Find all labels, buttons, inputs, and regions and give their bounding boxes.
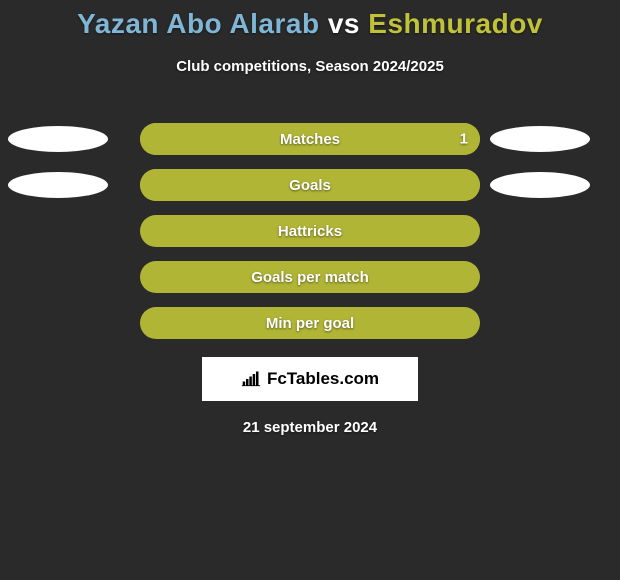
stat-label: Goals per match	[251, 269, 369, 286]
stat-row: Matches 1	[0, 123, 620, 155]
stat-rows: Matches 1 Goals Hattricks Goals per match Min…	[0, 123, 620, 339]
right-ellipse	[490, 126, 590, 152]
stat-bar: Matches 1	[140, 123, 480, 155]
title-vs: vs	[328, 8, 360, 39]
stat-row: Goals per match	[0, 261, 620, 293]
stat-bar: Hattricks	[140, 215, 480, 247]
stat-label: Goals	[289, 177, 331, 194]
stat-row: Min per goal	[0, 307, 620, 339]
subtitle: Club competitions, Season 2024/2025	[176, 58, 444, 75]
stat-bar: Min per goal	[140, 307, 480, 339]
left-ellipse	[8, 126, 108, 152]
left-ellipse	[8, 172, 108, 198]
logo-box: FcTables.com	[202, 357, 418, 401]
stat-label: Matches	[280, 131, 340, 148]
page-title: Yazan Abo Alarab vs Eshmuradov	[77, 8, 543, 40]
stat-row: Goals	[0, 169, 620, 201]
stat-row: Hattricks	[0, 215, 620, 247]
stat-value-right: 1	[460, 131, 468, 148]
stat-label: Min per goal	[266, 315, 354, 332]
date-text: 21 september 2024	[243, 419, 377, 436]
title-player-left: Yazan Abo Alarab	[77, 8, 319, 39]
right-ellipse	[490, 172, 590, 198]
bar-chart-icon	[241, 371, 261, 387]
title-player-right: Eshmuradov	[368, 8, 543, 39]
infographic-page: Yazan Abo Alarab vs Eshmuradov Club comp…	[0, 0, 620, 580]
logo-text: FcTables.com	[267, 369, 379, 389]
stat-label: Hattricks	[278, 223, 342, 240]
stat-bar: Goals per match	[140, 261, 480, 293]
stat-bar: Goals	[140, 169, 480, 201]
